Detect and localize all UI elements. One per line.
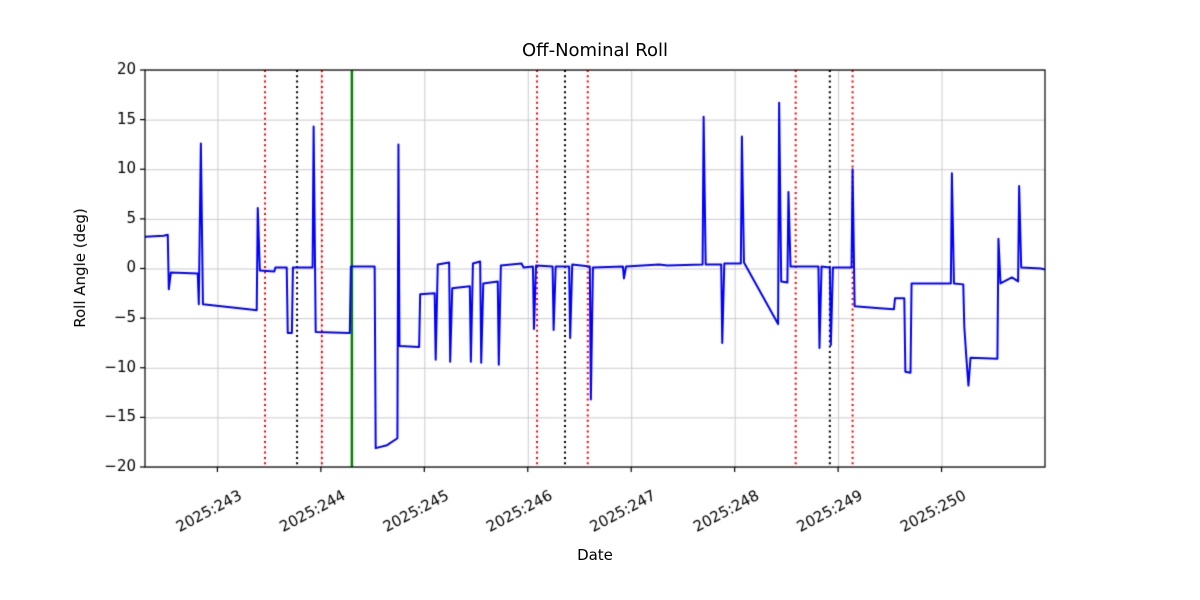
chart-title: Off-Nominal Roll bbox=[522, 40, 668, 61]
x-axis-label: Date bbox=[577, 546, 613, 564]
y-axis-label: Roll Angle (deg) bbox=[71, 208, 89, 328]
